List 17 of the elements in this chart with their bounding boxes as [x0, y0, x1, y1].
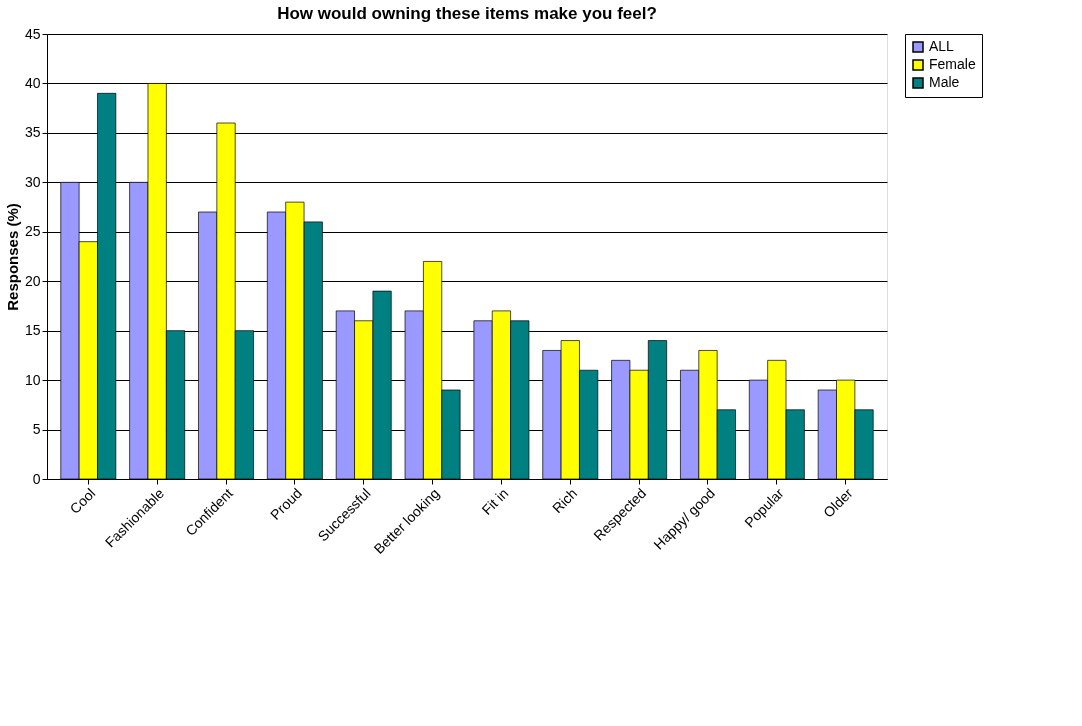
y-tick-label: 35	[24, 124, 41, 141]
x-tick-label: Fit in	[478, 485, 512, 518]
y-axis-title: Responses (%)	[3, 203, 21, 311]
legend-label: Male	[929, 74, 960, 90]
y-tick-label: 45	[24, 25, 41, 42]
y-tick-label: 25	[24, 223, 41, 240]
y-tick-label: 10	[24, 371, 41, 388]
y-tick-label: 0	[32, 470, 41, 487]
y-tick-label: 30	[24, 173, 41, 190]
chart-title: How would owning these items make you feel?	[277, 4, 657, 23]
legend-label: Female	[929, 56, 976, 72]
y-tick-label: 15	[24, 322, 41, 339]
legend-label: ALL	[929, 38, 955, 54]
y-tick-label: 20	[24, 272, 41, 289]
x-tick-label: Rich	[549, 485, 581, 517]
y-tick-label: 5	[32, 421, 41, 438]
y-tick-label: 40	[24, 74, 41, 91]
